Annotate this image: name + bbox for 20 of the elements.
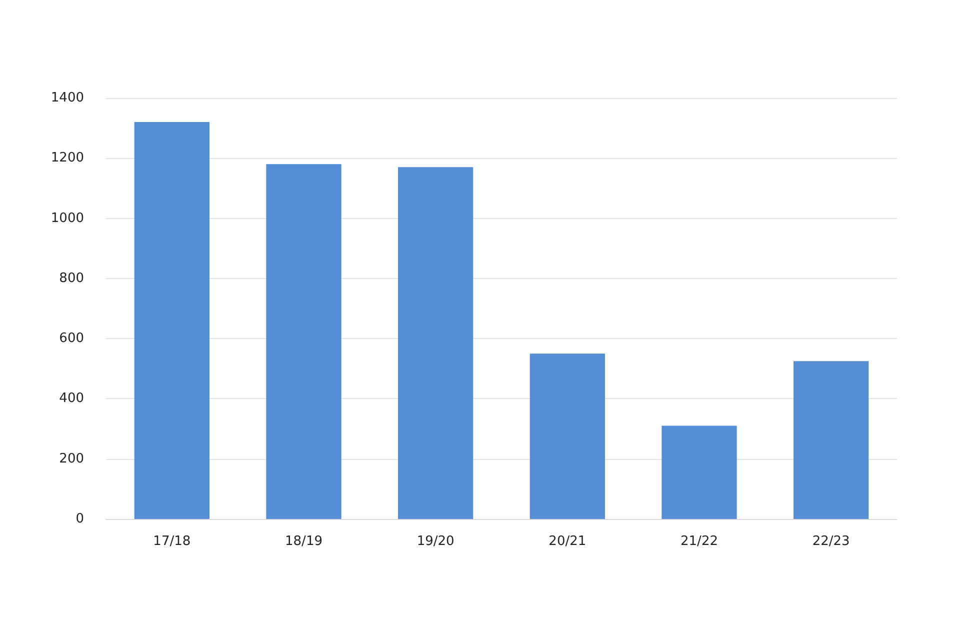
- y-tick-label: 800: [59, 270, 84, 286]
- y-tick-label: 0: [76, 512, 84, 526]
- y-tick-label: 1000: [50, 210, 84, 226]
- x-tick-label: 19/20: [416, 534, 454, 549]
- y-tick-label: 400: [59, 391, 84, 406]
- x-tick-label: 20/21: [548, 534, 586, 549]
- y-tick-label: 1400: [50, 90, 84, 106]
- x-tick-label: 17/18: [153, 534, 191, 549]
- y-tick-label: 200: [59, 451, 84, 466]
- bar: [266, 164, 342, 519]
- bar: [662, 426, 737, 519]
- bar: [530, 354, 605, 519]
- x-tick-label: 18/19: [285, 534, 322, 549]
- y-tick-label: 1200: [50, 150, 84, 166]
- bar: [134, 122, 210, 519]
- bar: [794, 361, 869, 519]
- x-tick-label: 22/23: [812, 534, 850, 549]
- x-tick-label: 21/22: [680, 534, 718, 549]
- y-tick-label: 600: [59, 331, 84, 346]
- bar: [398, 167, 474, 519]
